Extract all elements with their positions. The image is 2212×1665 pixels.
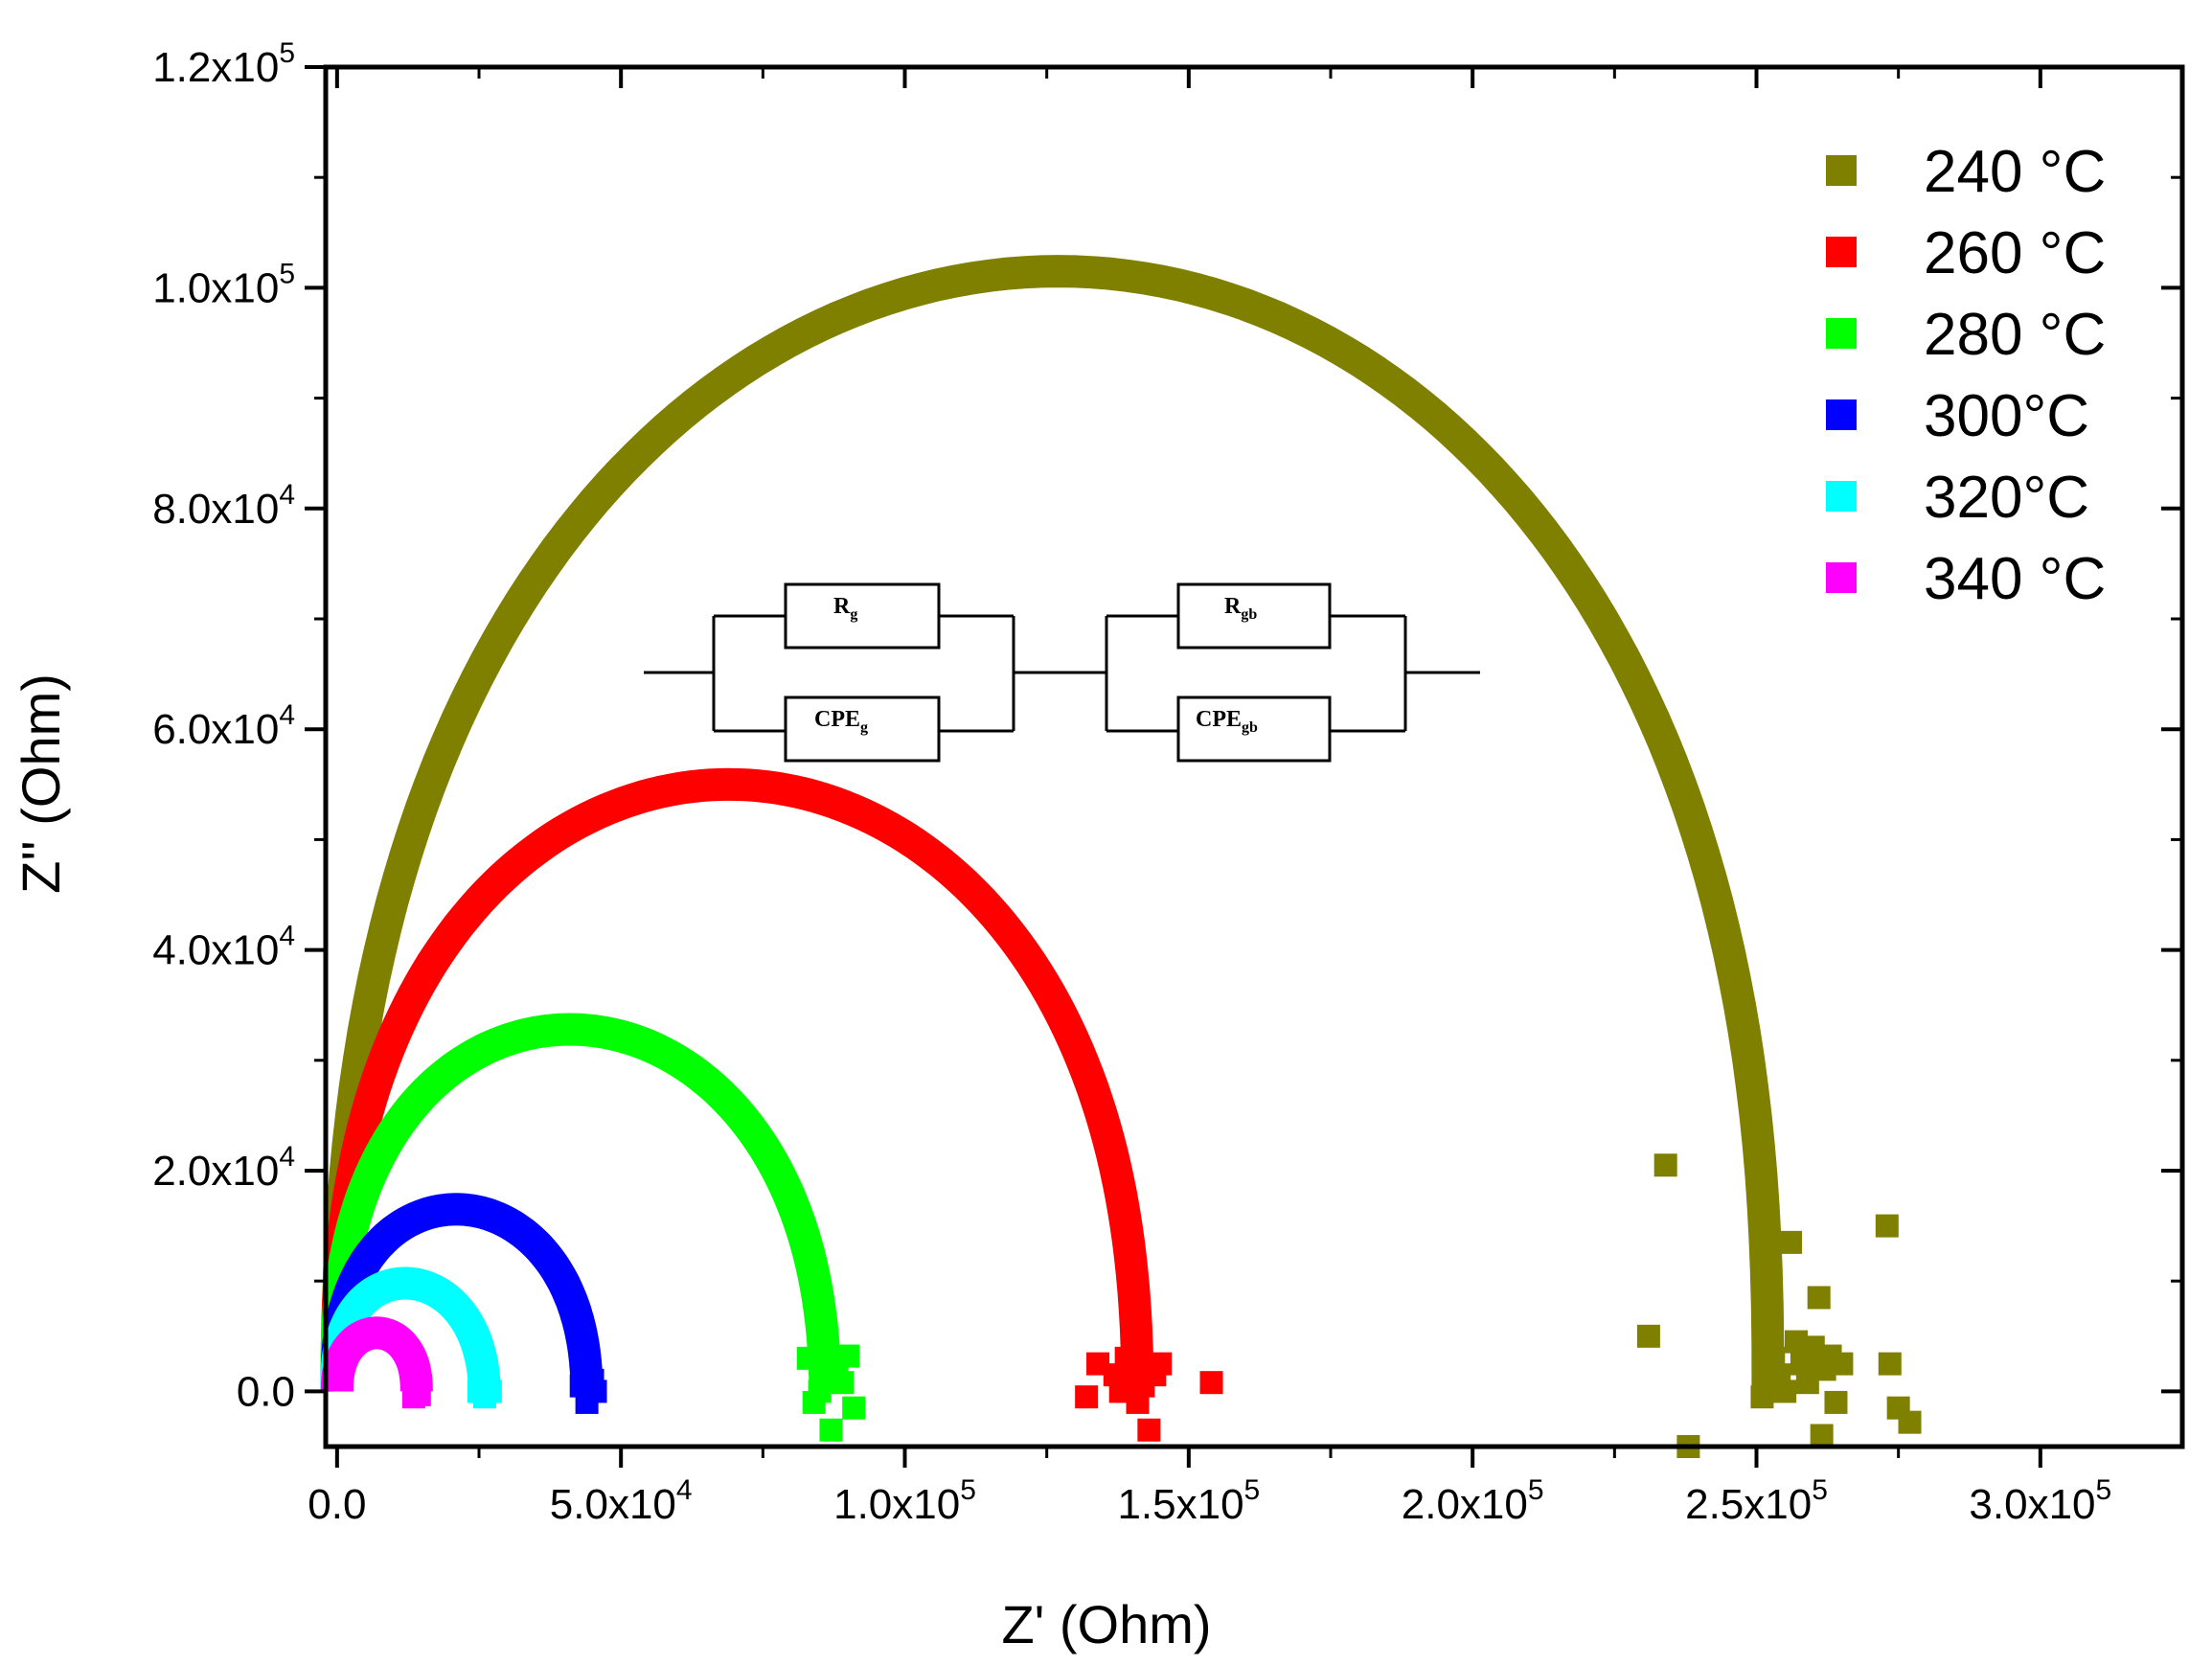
y-tick-label: 6.0x104: [152, 699, 295, 753]
y-tick-label: 1.2x105: [152, 37, 295, 91]
legend-label: 280 °C: [1924, 302, 2106, 368]
y-axis-title: Z'' (Ohm): [11, 673, 71, 894]
x-tick-label: 3.0x105: [1969, 1474, 2111, 1528]
x-tick-label: 2.0x105: [1402, 1474, 1544, 1528]
circuit-label-rgb: Rgb: [1224, 594, 1257, 623]
series-curve: [320, 767, 1154, 1392]
data-point: [1878, 1352, 1902, 1376]
data-point: [1149, 1352, 1173, 1376]
y-tick-label: 1.0x105: [152, 258, 295, 311]
data-point: [836, 1344, 860, 1368]
data-point: [583, 1380, 607, 1403]
resistor-box-grain-boundary: [1176, 582, 1332, 650]
data-point: [1830, 1352, 1854, 1376]
legend-marker: [1826, 155, 1857, 186]
data-point: [407, 1382, 431, 1406]
data-point: [1824, 1390, 1848, 1414]
data-point: [1807, 1286, 1831, 1310]
legend-marker: [1826, 399, 1857, 430]
legend-label: 240 °C: [1924, 139, 2106, 205]
plot-frame: [323, 64, 2185, 1449]
data-point: [1750, 1385, 1774, 1409]
series-layer: [320, 255, 1922, 1458]
data-point: [1120, 1269, 1144, 1293]
series-curve: [320, 1013, 842, 1392]
circuit-label-cpegb: CPEgb: [1196, 707, 1258, 736]
data-point: [1762, 1346, 1786, 1370]
data-point: [1137, 1418, 1161, 1442]
cpe-box-grain: [784, 696, 941, 763]
y-tick-label: 8.0x104: [152, 479, 295, 533]
data-point: [1199, 1371, 1223, 1395]
data-point: [1075, 1385, 1099, 1409]
x-tick-label: 0.0: [308, 1481, 366, 1528]
x-tick-label: 5.0x104: [550, 1474, 693, 1528]
x-tick-label: 1.5x105: [1117, 1474, 1260, 1528]
legend-label: 340 °C: [1924, 546, 2106, 612]
legend-label: 260 °C: [1924, 220, 2106, 286]
legend: 240 °C 260 °C 280 °C 300°C 320°C 340 °C: [1826, 139, 2106, 612]
data-point: [1653, 1153, 1677, 1177]
series-260: [320, 767, 1223, 1442]
legend-label: 300°C: [1924, 383, 2089, 449]
series-curve: [320, 255, 1785, 1392]
data-point: [831, 1371, 855, 1395]
circuit-label-rg: Rg: [833, 594, 857, 623]
legend-marker: [1826, 481, 1857, 512]
legend-label: 320°C: [1924, 465, 2089, 531]
series-curve: [320, 1316, 433, 1392]
equivalent-circuit-inset: [644, 582, 1480, 763]
data-point: [1773, 1380, 1797, 1403]
x-tick-label: 2.5x105: [1685, 1474, 1828, 1528]
data-point: [1898, 1410, 1922, 1434]
data-point: [842, 1396, 866, 1420]
series-340: [320, 1316, 433, 1409]
data-point: [1114, 1346, 1138, 1370]
resistor-box-grain: [784, 582, 941, 650]
data-point: [1875, 1214, 1899, 1238]
data-point: [1779, 1230, 1803, 1254]
series-280: [320, 1013, 866, 1442]
circuit-label-cpeg: CPEg: [814, 707, 868, 736]
series-240: [320, 255, 1922, 1458]
legend-marker: [1826, 237, 1857, 267]
x-tick-label: 1.0x105: [833, 1474, 976, 1528]
data-point: [1636, 1324, 1660, 1348]
ticks-layer: 0.0 5.0x104 1.0x105 1.5x105 2.0x105 2.5x105 3.…: [152, 37, 2182, 1528]
legend-marker: [1826, 562, 1857, 593]
data-point: [819, 1418, 843, 1442]
y-tick-label: 4.0x104: [152, 921, 295, 974]
y-tick-label: 0.0: [237, 1368, 295, 1415]
data-point: [808, 1380, 832, 1403]
data-point: [1810, 1424, 1834, 1448]
x-axis-title: Z' (Ohm): [1001, 1594, 1211, 1654]
cpe-box-grain-boundary: [1176, 696, 1332, 763]
legend-marker: [1826, 318, 1857, 349]
y-tick-label: 2.0x104: [152, 1141, 295, 1195]
data-point: [1108, 1380, 1132, 1403]
data-point: [478, 1380, 502, 1403]
